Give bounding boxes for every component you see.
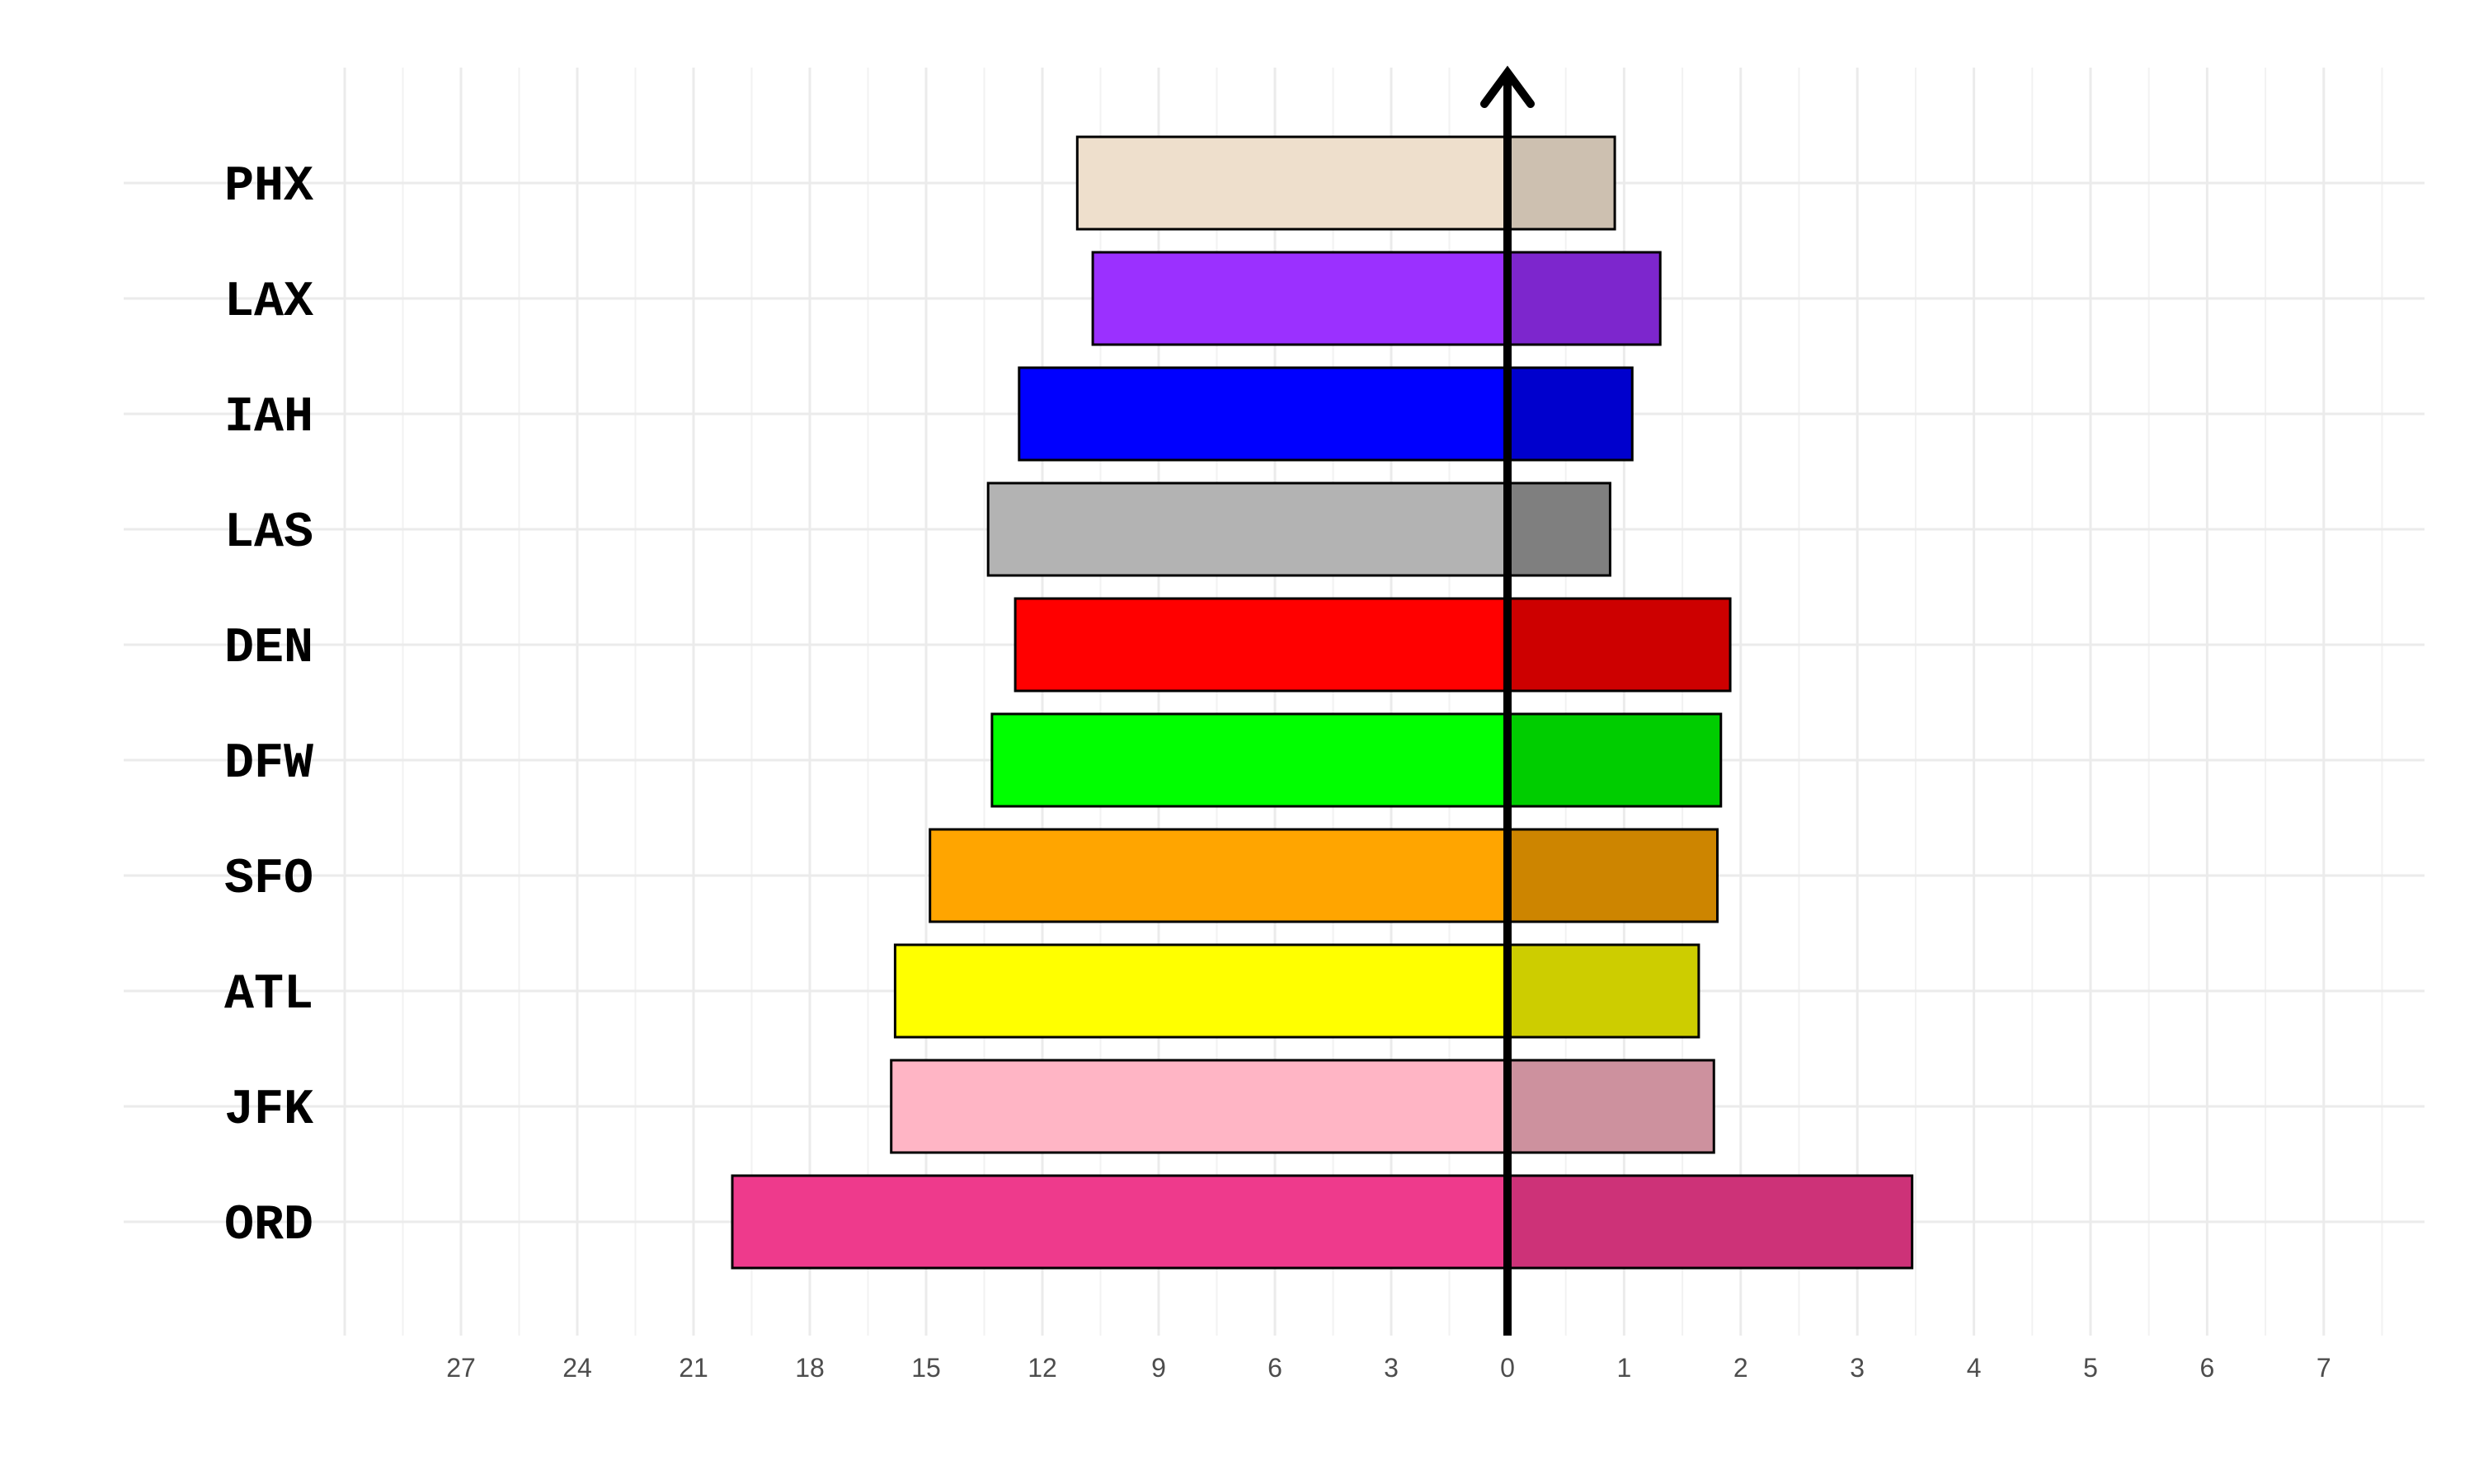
x-tick-label-left: 27 xyxy=(446,1353,476,1383)
bar-right-jfk xyxy=(1506,1059,1715,1154)
bar-right-sfo xyxy=(1506,828,1719,923)
category-label: DFW xyxy=(224,736,313,792)
bar-right-lax xyxy=(1506,251,1662,346)
category-label: IAH xyxy=(224,390,313,446)
category-label: PHX xyxy=(224,159,313,215)
bar-left-las xyxy=(986,481,1509,577)
bar-right-iah xyxy=(1506,366,1634,462)
bar-left-atl xyxy=(893,943,1509,1039)
bar-left-dfw xyxy=(990,712,1509,808)
x-tick-label-right: 1 xyxy=(1617,1353,1632,1383)
bar-left-sfo xyxy=(929,828,1509,923)
x-tick-label-left: 9 xyxy=(1151,1353,1166,1383)
x-tick-label-right: 4 xyxy=(1967,1353,1982,1383)
bar-right-las xyxy=(1506,481,1611,577)
bar-right-ord xyxy=(1506,1174,1914,1270)
x-tick-label-left: 12 xyxy=(1028,1353,1057,1383)
bar-left-ord xyxy=(731,1174,1509,1270)
bars xyxy=(731,135,1914,1270)
bar-left-iah xyxy=(1018,366,1509,462)
x-tick-label-right: 5 xyxy=(2083,1353,2098,1383)
x-tick-label-right: 3 xyxy=(1850,1353,1865,1383)
category-label: DEN xyxy=(224,621,313,677)
center-axis xyxy=(1480,65,1535,1336)
axis-arrowhead-icon xyxy=(1480,65,1535,108)
category-label: ATL xyxy=(224,967,313,1023)
category-labels: PHX LAX IAH LAS DEN DFW SFO ATL JFK ORD xyxy=(224,159,313,1254)
category-label: LAS xyxy=(224,505,313,561)
x-tick-label-right: 7 xyxy=(2316,1353,2331,1383)
bar-left-lax xyxy=(1091,251,1509,346)
x-tick-label-right: 2 xyxy=(1733,1353,1748,1383)
bar-right-atl xyxy=(1506,943,1700,1039)
category-label: SFO xyxy=(224,852,313,908)
x-tick-label-left: 24 xyxy=(562,1353,592,1383)
x-tick-label-left: 21 xyxy=(679,1353,708,1383)
category-label: JFK xyxy=(224,1082,313,1139)
x-tick-label-left: 15 xyxy=(911,1353,941,1383)
x-tick-label-left: 6 xyxy=(1268,1353,1282,1383)
bar-left-phx xyxy=(1075,135,1509,231)
bar-right-phx xyxy=(1506,135,1616,231)
x-tick-label-right: 6 xyxy=(2200,1353,2215,1383)
x-tick-label-left: 0 xyxy=(1500,1353,1515,1383)
x-tick-labels: 27 24 21 18 15 12 9 6 3 0 1 2 3 4 5 6 7 xyxy=(446,1353,2331,1383)
category-label: ORD xyxy=(224,1198,313,1254)
x-tick-label-left: 3 xyxy=(1384,1353,1399,1383)
bar-right-den xyxy=(1506,597,1732,693)
x-tick-label-left: 18 xyxy=(795,1353,825,1383)
category-label: LAX xyxy=(224,275,313,331)
bar-left-jfk xyxy=(890,1059,1509,1154)
bar-left-den xyxy=(1014,597,1509,693)
bar-right-dfw xyxy=(1506,712,1723,808)
